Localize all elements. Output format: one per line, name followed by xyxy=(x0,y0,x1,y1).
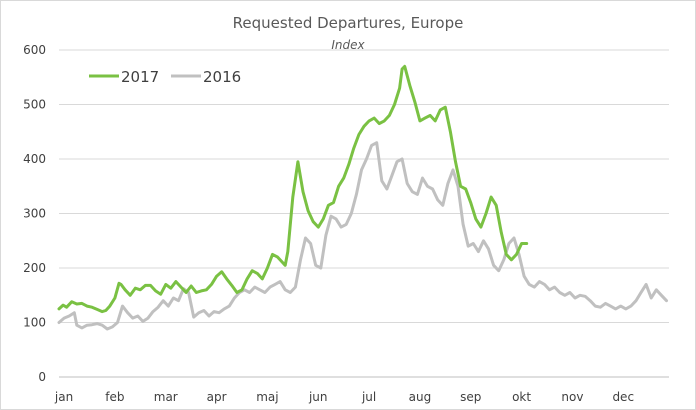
x-tick-label: apr xyxy=(207,390,227,404)
y-tick-label: 500 xyxy=(23,98,46,112)
y-tick-label: 100 xyxy=(23,316,46,330)
x-tick-label: jun xyxy=(308,390,328,404)
x-tick-label: dec xyxy=(612,390,634,404)
x-tick-label: jan xyxy=(54,390,73,404)
x-tick-label: aug xyxy=(409,390,432,404)
x-tick-label: nov xyxy=(561,390,583,404)
y-tick-label: 600 xyxy=(23,43,46,57)
legend-label-2017: 2017 xyxy=(121,68,159,86)
x-tick-label: maj xyxy=(256,390,278,404)
y-tick-label: 200 xyxy=(23,261,46,275)
y-axis-ticks: 0 100 200 300 400 500 600 xyxy=(23,43,46,384)
series-line-2016 xyxy=(57,141,668,331)
legend: 2017 2016 xyxy=(89,68,241,86)
x-tick-label: jul xyxy=(361,390,376,404)
x-tick-label: okt xyxy=(512,390,531,404)
x-tick-label: feb xyxy=(105,390,124,404)
series-lines xyxy=(57,64,668,331)
chart-title: Requested Departures, Europe xyxy=(233,14,464,32)
series-line-2017 xyxy=(57,64,529,314)
y-tick-label: 0 xyxy=(38,370,46,384)
chart-subtitle: Index xyxy=(331,38,365,52)
x-axis-ticks: jan feb mar apr maj jun jul aug sep okt nov dec xyxy=(54,390,634,404)
y-tick-label: 300 xyxy=(23,207,46,221)
y-tick-label: 400 xyxy=(23,152,46,166)
gridlines xyxy=(59,49,669,378)
legend-label-2016: 2016 xyxy=(203,68,241,86)
x-tick-label: sep xyxy=(460,390,481,404)
x-tick-label: mar xyxy=(154,390,178,404)
